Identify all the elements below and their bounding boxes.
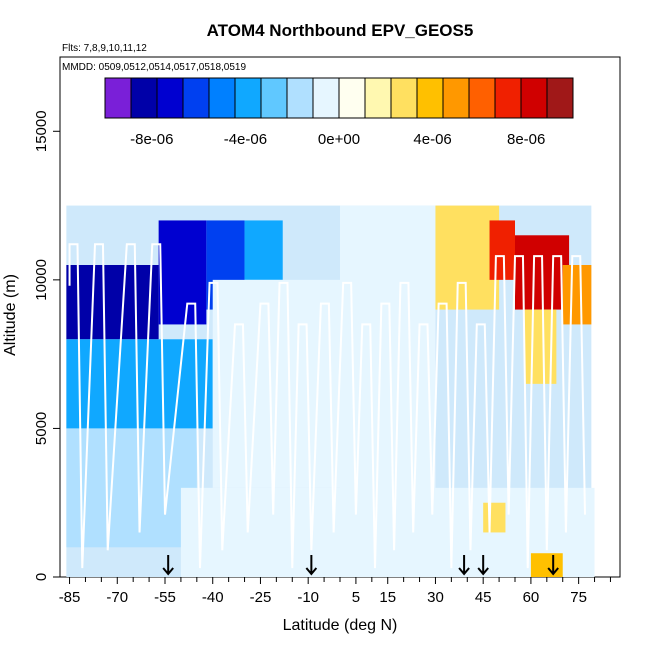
y-tick-label-0: 0	[33, 573, 50, 581]
x-tick-label-10: 60	[523, 589, 540, 606]
heatmap-cell-1	[158, 220, 207, 325]
heatmap-cell-5	[66, 428, 197, 548]
heatmap-cells	[66, 205, 595, 578]
flight-arrow-1	[305, 555, 318, 576]
colorbar-swatch-7	[287, 78, 314, 118]
heatmap-cell-7	[340, 205, 436, 518]
colorbar-swatch-3	[183, 78, 210, 118]
heatmap-cell-8	[435, 205, 500, 310]
colorbar-swatch-12	[417, 78, 444, 118]
x-tick-label-1: -70	[106, 589, 128, 606]
colorbar-swatch-13	[443, 78, 470, 118]
flight-arrows	[162, 555, 559, 576]
x-axis-label: Latitude (deg N)	[283, 617, 398, 634]
colorbar-swatch-11	[391, 78, 418, 118]
flight-track-line	[68, 243, 586, 569]
chart-title: ATOM4 Northbound EPV_GEOS5	[207, 21, 474, 40]
colorbar-tick-label-3: 4e-06	[413, 131, 451, 148]
y-tick-label-2: 10000	[33, 259, 50, 301]
colorbar-tick-label-0: -8e-06	[130, 131, 173, 148]
colorbar-swatch-14	[469, 78, 496, 118]
flight-arrow-2	[458, 555, 470, 576]
flight-arrow-3	[477, 555, 489, 576]
y-tick-label-3: 15000	[33, 110, 50, 152]
x-tick-label-11: 75	[570, 589, 587, 606]
mmdd-label: MMDD: 0509,0512,0514,0517,0518,0519	[62, 62, 246, 73]
heatmap-cell-15	[530, 553, 563, 577]
colorbar-swatch-5	[235, 78, 262, 118]
colorbar-tick-label-2: 0e+00	[318, 131, 360, 148]
x-tick-label-6: 5	[352, 589, 360, 606]
colorbar-tick-label-1: -4e-06	[224, 131, 267, 148]
colorbar-swatch-4	[209, 78, 236, 118]
colorbar: -8e-06 -4e-06 0e+00 4e-06 8e-06	[104, 77, 574, 148]
colorbar-swatch-8	[313, 78, 340, 118]
x-tick-label-7: 15	[379, 589, 396, 606]
x-tick-label-0: -85	[59, 589, 81, 606]
colorbar-swatch-10	[365, 78, 392, 118]
colorbar-tick-label-4: 8e-06	[507, 131, 545, 148]
colorbar-swatch-17	[547, 78, 574, 118]
x-tick-label-4: -25	[250, 589, 272, 606]
x-tick-label-3: -40	[202, 589, 224, 606]
x-tick-label-5: -10	[297, 589, 319, 606]
x-axis: -85 -70 -55 -40 -25 -10 5 15 30 45 60 75	[59, 577, 611, 606]
colorbar-swatch-6	[261, 78, 288, 118]
colorbar-swatch-2	[157, 78, 184, 118]
heatmap-cell-14	[483, 502, 506, 533]
flights-label: Flts: 7,8,9,10,11,12	[62, 43, 147, 54]
colorbar-swatch-1	[131, 78, 158, 118]
colorbar-swatch-0	[105, 78, 132, 118]
flight-arrow-4	[547, 555, 559, 576]
x-tick-label-9: 45	[475, 589, 492, 606]
heatmap-cell-9	[489, 220, 515, 280]
colorbar-swatch-15	[495, 78, 522, 118]
y-tick-label-1: 5000	[33, 412, 50, 445]
heatmap-cell-11	[562, 265, 592, 325]
colorbar-swatch-9	[339, 78, 366, 118]
heatmap-cell-3	[244, 220, 283, 280]
x-tick-label-8: 30	[427, 589, 444, 606]
y-axis-label: Altitude (m)	[2, 274, 19, 356]
flight-arrow-0	[162, 555, 174, 576]
x-tick-label-2: -55	[154, 589, 176, 606]
colorbar-frame	[104, 77, 574, 119]
y-axis: 0 5000 10000 15000	[33, 110, 60, 581]
flight-tracks	[68, 243, 586, 569]
colorbar-swatch-16	[521, 78, 548, 118]
heatmap-cell-0	[66, 265, 159, 340]
